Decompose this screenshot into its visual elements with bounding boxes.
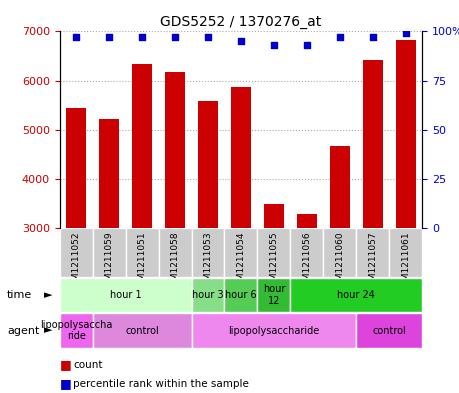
Bar — [356, 228, 389, 277]
Text: ■: ■ — [60, 358, 72, 371]
Point — [73, 34, 80, 40]
Point — [171, 34, 179, 40]
Bar — [165, 72, 185, 228]
Text: GSM1211055: GSM1211055 — [269, 232, 279, 292]
Bar — [198, 101, 218, 228]
Text: GSM1211052: GSM1211052 — [72, 232, 81, 292]
Bar — [93, 228, 126, 277]
Text: hour 3: hour 3 — [192, 290, 224, 300]
Bar — [324, 228, 356, 277]
Title: GDS5252 / 1370276_at: GDS5252 / 1370276_at — [160, 15, 322, 29]
Text: lipopolysaccha
ride: lipopolysaccha ride — [40, 320, 112, 341]
Point — [204, 34, 212, 40]
Bar — [158, 228, 191, 277]
Bar — [66, 108, 86, 228]
Text: GSM1211051: GSM1211051 — [138, 232, 146, 292]
Text: ■: ■ — [60, 377, 72, 390]
Text: control: control — [125, 325, 159, 336]
Text: GSM1211059: GSM1211059 — [105, 232, 114, 292]
Bar — [330, 146, 350, 228]
Text: time: time — [7, 290, 32, 300]
Bar — [99, 119, 119, 228]
Text: GSM1211061: GSM1211061 — [401, 232, 410, 292]
Text: ►: ► — [44, 290, 52, 300]
Text: GSM1211060: GSM1211060 — [336, 232, 344, 292]
Point — [270, 42, 278, 48]
Bar — [60, 228, 93, 277]
Bar — [396, 40, 416, 228]
Bar — [224, 228, 257, 277]
Text: hour 1: hour 1 — [110, 290, 141, 300]
Text: control: control — [372, 325, 406, 336]
Bar — [363, 61, 383, 228]
Bar — [389, 228, 422, 277]
Bar — [191, 228, 224, 277]
Bar — [297, 214, 317, 228]
Text: lipopolysaccharide: lipopolysaccharide — [228, 325, 319, 336]
Text: ►: ► — [44, 325, 52, 336]
Bar — [257, 228, 291, 277]
Text: GSM1211053: GSM1211053 — [203, 232, 213, 292]
Point — [402, 30, 409, 37]
Text: percentile rank within the sample: percentile rank within the sample — [73, 378, 249, 389]
Bar — [257, 278, 291, 312]
Bar — [191, 278, 224, 312]
Text: GSM1211056: GSM1211056 — [302, 232, 311, 292]
Bar — [231, 87, 251, 228]
Text: count: count — [73, 360, 103, 370]
Text: GSM1211058: GSM1211058 — [171, 232, 179, 292]
Point — [139, 34, 146, 40]
Text: hour
12: hour 12 — [263, 285, 285, 306]
Text: GSM1211057: GSM1211057 — [368, 232, 377, 292]
Point — [303, 42, 311, 48]
Bar — [60, 313, 93, 348]
Bar — [191, 313, 356, 348]
Point — [237, 38, 245, 44]
Text: hour 6: hour 6 — [225, 290, 257, 300]
Bar — [264, 204, 284, 228]
Point — [336, 34, 343, 40]
Point — [369, 34, 376, 40]
Bar — [291, 228, 324, 277]
Bar — [224, 278, 257, 312]
Bar — [132, 64, 152, 228]
Bar — [60, 278, 191, 312]
Point — [106, 34, 113, 40]
Text: GSM1211054: GSM1211054 — [236, 232, 246, 292]
Bar — [93, 313, 191, 348]
Bar — [126, 228, 158, 277]
Text: agent: agent — [7, 325, 39, 336]
Bar — [356, 313, 422, 348]
Bar — [291, 278, 422, 312]
Text: hour 24: hour 24 — [337, 290, 375, 300]
